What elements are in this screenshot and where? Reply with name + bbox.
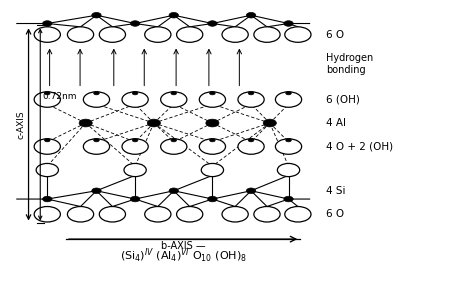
Circle shape: [277, 164, 300, 177]
Circle shape: [210, 92, 215, 95]
Circle shape: [199, 92, 226, 107]
Text: 4 Al: 4 Al: [326, 118, 346, 128]
Circle shape: [169, 12, 178, 18]
Circle shape: [43, 21, 52, 26]
Text: Hydrogen
bonding: Hydrogen bonding: [326, 54, 373, 75]
Circle shape: [275, 92, 301, 107]
Circle shape: [208, 196, 217, 202]
Circle shape: [45, 138, 50, 142]
Circle shape: [199, 139, 226, 154]
Circle shape: [92, 188, 101, 193]
Circle shape: [94, 138, 99, 142]
Circle shape: [171, 92, 177, 95]
Circle shape: [122, 92, 148, 107]
Circle shape: [222, 27, 248, 42]
Circle shape: [246, 12, 256, 18]
Circle shape: [83, 92, 109, 107]
Circle shape: [286, 92, 292, 95]
Circle shape: [130, 21, 140, 26]
Circle shape: [34, 206, 60, 222]
Circle shape: [99, 27, 126, 42]
Circle shape: [201, 164, 224, 177]
Circle shape: [94, 92, 99, 95]
Circle shape: [132, 92, 138, 95]
Circle shape: [285, 27, 311, 42]
Circle shape: [238, 92, 264, 107]
Circle shape: [124, 164, 146, 177]
Text: 4 O + 2 (OH): 4 O + 2 (OH): [326, 142, 393, 151]
Circle shape: [36, 164, 58, 177]
Circle shape: [169, 188, 178, 193]
Circle shape: [248, 92, 254, 95]
Text: c-AXIS: c-AXIS: [16, 110, 25, 139]
Text: (Si$_4$)$^{IV}$ (Al$_4$)$^{VI}$ O$_{10}$ (OH)$_8$: (Si$_4$)$^{IV}$ (Al$_4$)$^{VI}$ O$_{10}$…: [119, 247, 246, 265]
Circle shape: [34, 139, 60, 154]
Circle shape: [275, 139, 301, 154]
Circle shape: [79, 119, 92, 127]
Circle shape: [206, 119, 219, 127]
Circle shape: [83, 139, 109, 154]
Circle shape: [284, 21, 293, 26]
Circle shape: [263, 119, 276, 127]
Circle shape: [92, 12, 101, 18]
Circle shape: [177, 27, 203, 42]
Circle shape: [99, 206, 126, 222]
Text: b-AXIS —: b-AXIS —: [161, 241, 205, 251]
Circle shape: [130, 196, 140, 202]
Circle shape: [248, 138, 254, 142]
Text: 4 Si: 4 Si: [326, 186, 346, 196]
Circle shape: [161, 92, 187, 107]
Circle shape: [147, 119, 160, 127]
Circle shape: [145, 27, 171, 42]
Circle shape: [43, 196, 52, 202]
Circle shape: [254, 206, 280, 222]
Circle shape: [34, 92, 60, 107]
Circle shape: [254, 27, 280, 42]
Circle shape: [171, 138, 177, 142]
Text: 0.72nm: 0.72nm: [43, 92, 77, 101]
Circle shape: [145, 206, 171, 222]
Circle shape: [222, 206, 248, 222]
Circle shape: [161, 139, 187, 154]
Text: 6 O: 6 O: [326, 30, 344, 39]
Circle shape: [286, 138, 292, 142]
Circle shape: [238, 139, 264, 154]
Text: 6 O: 6 O: [326, 209, 344, 219]
Circle shape: [45, 92, 50, 95]
Circle shape: [132, 138, 138, 142]
Circle shape: [210, 138, 215, 142]
Circle shape: [122, 139, 148, 154]
Text: 6 (OH): 6 (OH): [326, 94, 360, 105]
Circle shape: [67, 27, 94, 42]
Circle shape: [284, 196, 293, 202]
Circle shape: [208, 21, 217, 26]
Circle shape: [34, 27, 60, 42]
Circle shape: [177, 206, 203, 222]
Circle shape: [67, 206, 94, 222]
Circle shape: [285, 206, 311, 222]
Circle shape: [246, 188, 256, 193]
